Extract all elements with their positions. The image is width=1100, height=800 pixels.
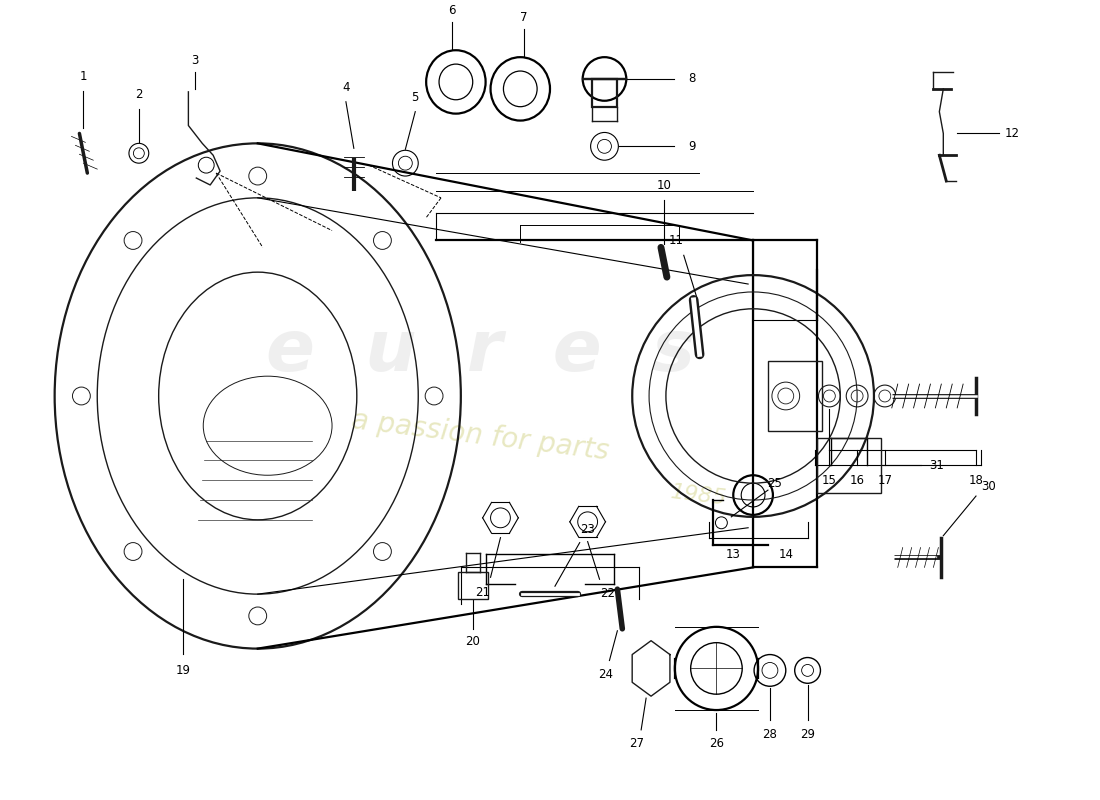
Text: 1985: 1985 — [669, 482, 728, 509]
Text: 16: 16 — [849, 474, 865, 486]
Text: 17: 17 — [878, 474, 892, 486]
Text: 5: 5 — [411, 91, 419, 104]
Text: 22: 22 — [600, 586, 615, 600]
Text: 31: 31 — [928, 459, 944, 472]
Text: 20: 20 — [465, 635, 481, 648]
Text: 23: 23 — [580, 523, 595, 536]
Text: 4: 4 — [342, 82, 350, 94]
Text: 25: 25 — [768, 477, 782, 490]
Text: 14: 14 — [779, 548, 793, 561]
Bar — [768, 362, 823, 430]
Text: 6: 6 — [448, 4, 455, 17]
Text: 15: 15 — [822, 474, 837, 486]
Text: 30: 30 — [981, 480, 997, 493]
Text: 12: 12 — [1005, 127, 1020, 140]
Circle shape — [802, 665, 814, 676]
Text: 1: 1 — [79, 70, 87, 83]
Text: 21: 21 — [475, 586, 491, 598]
Text: 9: 9 — [688, 140, 695, 153]
Text: 2: 2 — [135, 88, 143, 102]
Text: 27: 27 — [629, 738, 644, 750]
Text: 26: 26 — [708, 738, 724, 750]
Bar — [458, 572, 487, 599]
Text: 24: 24 — [598, 668, 613, 681]
Text: 8: 8 — [688, 73, 695, 86]
Text: 28: 28 — [762, 728, 778, 742]
Text: a passion for parts: a passion for parts — [350, 406, 610, 466]
Bar — [592, 79, 617, 106]
Circle shape — [583, 57, 626, 101]
Text: 29: 29 — [800, 728, 815, 742]
Text: 11: 11 — [669, 234, 683, 247]
Text: 18: 18 — [969, 474, 983, 486]
Text: e  u  r  e  s: e u r e s — [266, 317, 695, 386]
Text: 7: 7 — [520, 11, 528, 24]
Text: 3: 3 — [191, 54, 199, 66]
Text: 13: 13 — [726, 548, 740, 561]
Bar — [817, 438, 881, 493]
Text: 10: 10 — [657, 179, 671, 193]
Text: 19: 19 — [176, 664, 191, 677]
